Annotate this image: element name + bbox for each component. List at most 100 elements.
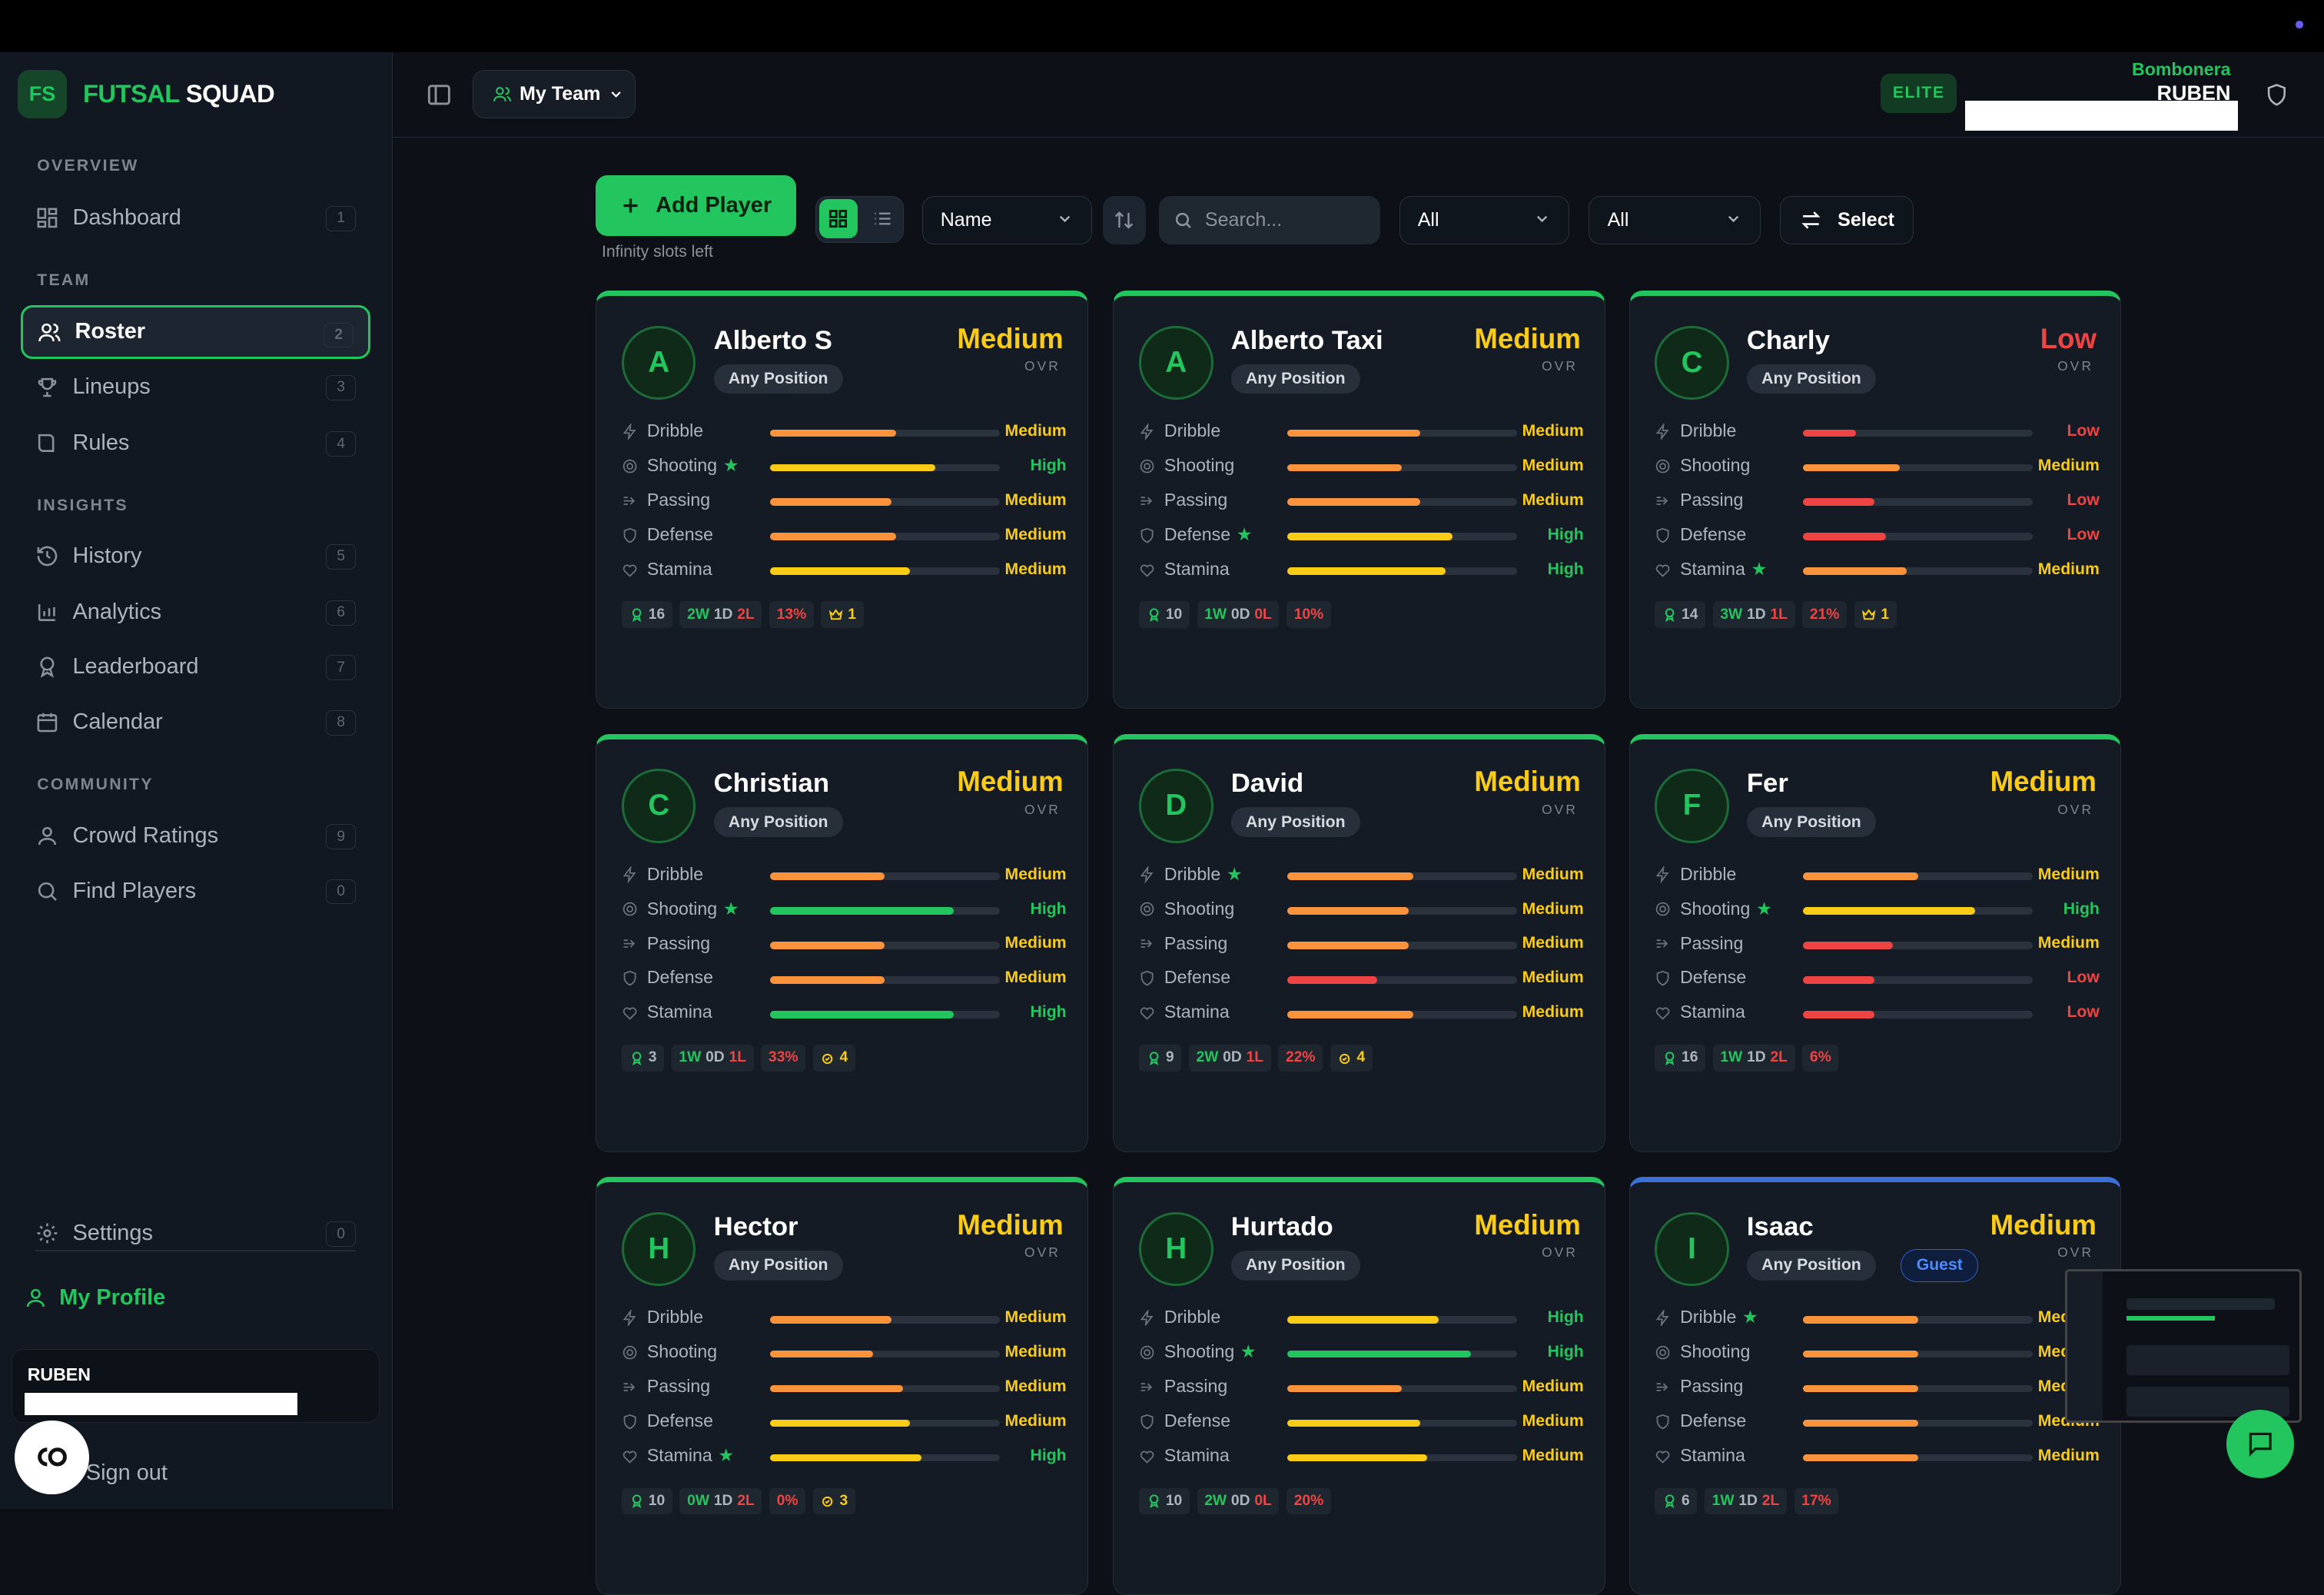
- stat-level: Medium: [2037, 560, 2100, 578]
- stat-bar-fill: [769, 942, 885, 949]
- brand-name: FUTSAL SQUAD: [82, 79, 275, 108]
- brand[interactable]: FS FUTSAL SQUAD: [18, 69, 275, 119]
- shortcut-badge: 8: [326, 709, 356, 736]
- position-badge: Any Position: [713, 807, 843, 837]
- ovr-value: Medium: [1474, 1209, 1581, 1241]
- position-badge: Any Position: [1230, 364, 1360, 394]
- stamina-icon: [1656, 564, 1670, 577]
- stat-level: Low: [2067, 1003, 2100, 1022]
- stat-name: Defense: [1164, 1411, 1231, 1431]
- position-badge: Any Position: [713, 1251, 843, 1281]
- stat-bar-fill: [769, 1010, 954, 1018]
- club-name: Bombonera: [2132, 59, 2231, 80]
- stat-bar-fill: [1803, 872, 1918, 880]
- stat-level: Medium: [2037, 934, 2100, 952]
- add-player-button[interactable]: Add Player: [596, 174, 796, 236]
- shield-icon[interactable]: [2265, 81, 2289, 108]
- user-card: RUBEN: [12, 1349, 380, 1424]
- filter-select-2[interactable]: All: [1589, 195, 1761, 245]
- floating-co-button[interactable]: [15, 1420, 89, 1495]
- list-view-button[interactable]: [863, 199, 901, 238]
- stat-row-passing: Passing Low: [1655, 490, 2100, 513]
- stat-row-stamina: Stamina Medium: [1655, 1445, 2100, 1469]
- sidebar-item-crowd-ratings[interactable]: Crowd Ratings 9: [21, 809, 370, 862]
- shooting-icon: [1656, 902, 1670, 916]
- ovr-label: OVR: [1024, 358, 1061, 374]
- stat-name: Stamina: [1164, 558, 1230, 579]
- stat-name: Dribble: [1164, 1307, 1221, 1328]
- chat-icon: [2249, 1432, 2272, 1457]
- medal-icon: [1340, 1053, 1350, 1064]
- stat-row-shooting: Shooting ★ High: [1655, 899, 2100, 922]
- stat-level: Medium: [1522, 1377, 1584, 1396]
- player-card[interactable]: H Hurtado Any Position Medium OVR Dribble High…: [1113, 1177, 1605, 1595]
- defense-icon: [623, 527, 636, 543]
- stat-bar: [1803, 1315, 2034, 1324]
- guest-badge: Guest: [1901, 1249, 1979, 1282]
- sidebar-toggle-icon[interactable]: [426, 81, 453, 108]
- sidebar-item-label: Rules: [72, 430, 130, 456]
- stat-name: Defense: [646, 523, 713, 544]
- player-card[interactable]: A Alberto S Any Position Medium OVR Dribble Me…: [596, 291, 1088, 709]
- player-card[interactable]: I Isaac Any Position Guest Medium OVR Dribble ★…: [1628, 1177, 2121, 1595]
- record-chips: 10 0W 1D 2L 0% 3: [622, 1487, 855, 1515]
- player-card[interactable]: D David Any Position Medium OVR Dribble ★ Mediu…: [1113, 733, 1605, 1152]
- sidebar-item-roster[interactable]: Roster 2: [21, 305, 371, 359]
- player-card[interactable]: F Fer Any Position Medium OVR Dribble Medium Sh…: [1628, 733, 2121, 1152]
- team-select[interactable]: My Team: [473, 69, 636, 119]
- player-card[interactable]: C Christian Any Position Medium OVR Dribble Me…: [596, 733, 1088, 1152]
- stat-bar: [1803, 1350, 2034, 1358]
- screen-preview-thumbnail[interactable]: [2064, 1268, 2302, 1424]
- stat-level: High: [1547, 525, 1584, 543]
- stat-row-dribble: Dribble Medium: [622, 1307, 1067, 1331]
- sidebar-item-calendar[interactable]: Calendar 8: [21, 696, 370, 749]
- player-card[interactable]: H Hector Any Position Medium OVR Dribble Mediu…: [596, 1177, 1088, 1595]
- player-card[interactable]: C Charly Any Position Low OVR Dribble Low Shoot…: [1628, 291, 2121, 709]
- stat-bar: [769, 976, 1000, 984]
- sidebar-item-lineups[interactable]: Lineups 3: [21, 361, 370, 414]
- ovr-value: Medium: [957, 766, 1064, 798]
- dashboard-icon: [37, 208, 58, 228]
- stat-level: Low: [2067, 525, 2100, 543]
- sidebar-item-analytics[interactable]: Analytics 6: [21, 586, 370, 639]
- stat-level: Medium: [2037, 456, 2100, 474]
- stat-row-defense: Defense Medium: [622, 967, 1067, 991]
- sidebar-item-find-players[interactable]: Find Players 0: [21, 864, 370, 917]
- grid-view-button[interactable]: [818, 199, 858, 238]
- sidebar-item-leaderboard[interactable]: Leaderboard 7: [21, 640, 370, 693]
- users-icon: [493, 87, 512, 101]
- stat-bar: [1287, 533, 1517, 540]
- select-button[interactable]: Select: [1780, 195, 1914, 245]
- star-icon: ★: [722, 454, 739, 475]
- header-user-name[interactable]: RUBEN: [2156, 81, 2231, 105]
- sidebar-item-settings[interactable]: Settings 0: [21, 1207, 370, 1260]
- plus-icon: [623, 198, 638, 213]
- ovr-value: Medium: [957, 322, 1064, 354]
- shortcut-badge: 7: [326, 655, 356, 681]
- shortcut-badge: 1: [326, 206, 356, 231]
- filter-select-1[interactable]: All: [1399, 195, 1570, 245]
- win-rate-chip: 20%: [1286, 1487, 1331, 1515]
- mvp-chip: 1: [1854, 601, 1897, 628]
- sidebar-item-history[interactable]: History 5: [21, 530, 370, 583]
- my-profile-link[interactable]: My Profile: [24, 1285, 165, 1311]
- stat-name: Dribble: [1680, 420, 1737, 440]
- stat-bar: [1287, 1384, 1517, 1393]
- award-icon: [1149, 608, 1159, 623]
- sign-out-button[interactable]: Sign out: [85, 1460, 168, 1485]
- chevron-down-icon: [611, 91, 621, 98]
- sidebar-item-rules[interactable]: Rules 4: [21, 417, 370, 470]
- sidebar-item-dashboard[interactable]: Dashboard 1: [21, 191, 370, 244]
- sort-direction-button[interactable]: [1102, 195, 1146, 245]
- chevron-down-icon: [1728, 215, 1739, 223]
- search-input[interactable]: Search...: [1159, 195, 1380, 245]
- user-name: RUBEN: [27, 1364, 91, 1385]
- stat-bar: [769, 872, 1000, 880]
- player-card[interactable]: A Alberto Taxi Any Position Medium OVR Dribbl…: [1113, 291, 1605, 709]
- chat-button[interactable]: [2226, 1410, 2295, 1478]
- award-icon: [632, 1494, 642, 1509]
- dribble-icon: [1140, 1310, 1154, 1327]
- player-name: Alberto Taxi: [1230, 325, 1383, 355]
- stat-name: Stamina ★: [1680, 558, 1768, 579]
- sort-select[interactable]: Name: [921, 195, 1093, 245]
